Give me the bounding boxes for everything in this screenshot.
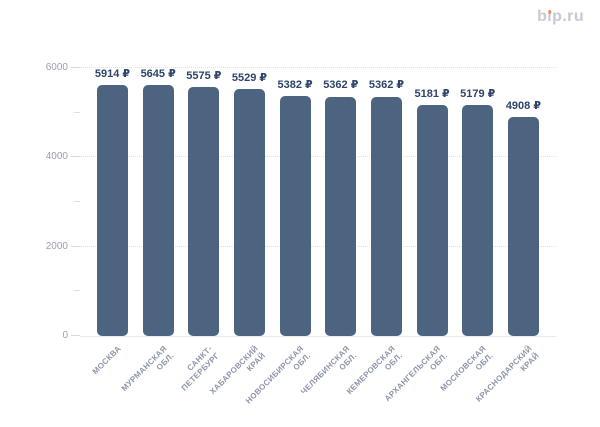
bar-slot: 5914 ₽ МОСКВА [91,68,131,376]
bar-slot: 5362 ₽ КЕМЕРОВСКАЯ ОБЛ. [345,68,405,396]
bar-slot: 5179 ₽ МОСКОВСКАЯ ОБЛ. [439,68,496,394]
bar[interactable] [370,96,402,336]
y-axis-major-tick [71,67,80,68]
bar[interactable] [142,85,174,336]
bar-slot: 5362 ₽ ЧЕЛЯБИНСКАЯ ОБЛ. [299,68,359,396]
bar-value-label: 5575 ₽ [186,69,222,82]
y-axis-major-tick [71,156,80,158]
bar-value-label: 4908 ₽ [505,99,541,112]
y-axis-ticks [71,67,80,336]
y-axis-minor-tick [74,111,80,113]
bar[interactable] [233,89,265,336]
bar-value-label: 5382 ₽ [277,78,313,91]
bar[interactable] [279,95,311,336]
y-axis-minor-tick [74,290,80,292]
bar-value-label: 5362 ₽ [323,79,359,92]
bar-value-label: 5914 ₽ [94,68,131,80]
bar-slot: 4908 ₽ КРАСНОДАРСКИЙ КРАЙ [474,68,541,404]
x-axis-category-label: МУРМАНСКАЯ ОБЛ. [119,344,176,393]
x-axis-category-label: МОСКВА [90,344,123,377]
y-axis-major-tick [71,335,80,336]
y-axis-tick-label: 6000 [45,62,68,73]
gridlines-layer [80,67,556,336]
bar-slot: 5529 ₽ ХАБАРОВСКИЙ КРАЙ [208,68,268,396]
gridline [80,156,556,158]
bar[interactable] [507,116,539,336]
logo-i-dot-icon [547,10,552,14]
y-axis-tick-label: 0 [62,330,68,341]
y-axis-tick-label: 4000 [45,151,68,163]
y-axis-minor-tick [74,201,80,202]
bar-slot: 5575 ₽ САНКТ- ПЕТЕРБУРГ [180,68,222,393]
bar-value-label: 5529 ₽ [231,71,268,84]
bar-slot: 5382 ₽ НОВОСИБИРСКАЯ ОБЛ. [244,68,313,406]
bar-slot: 5181 ₽ АРХАНГЕЛЬСКАЯ ОБЛ. [383,68,450,404]
bar[interactable] [97,85,128,336]
gridline [80,67,556,68]
plot-area: 5914 ₽ МОСКВА 5645 ₽ МУРМАНСКАЯ ОБЛ. 5575 ₽ С… [80,67,556,406]
bar[interactable] [188,86,220,336]
bars-layer: 5914 ₽ МОСКВА 5645 ₽ МУРМАНСКАЯ ОБЛ. 5575 ₽ С… [80,68,556,406]
y-axis-labels: 0 2000 4000 6000 [0,63,68,341]
bar-value-label: 5179 ₽ [460,87,496,100]
y-axis-major-tick [71,245,80,247]
y-axis-tick-label: 2000 [45,240,68,252]
bip-ru-logo[interactable]: bı p.ru [537,8,584,25]
bar-value-label: 5362 ₽ [368,79,405,92]
bar-slot: 5645 ₽ МУРМАНСКАЯ ОБЛ. [120,68,176,393]
bar[interactable] [416,104,448,336]
bar[interactable] [325,96,357,336]
bar[interactable] [462,104,494,336]
bar-value-label: 5645 ₽ [140,68,176,80]
gridline [80,245,556,247]
bar-value-label: 5181 ₽ [414,87,450,100]
logo-letter-i: ı [547,8,553,25]
